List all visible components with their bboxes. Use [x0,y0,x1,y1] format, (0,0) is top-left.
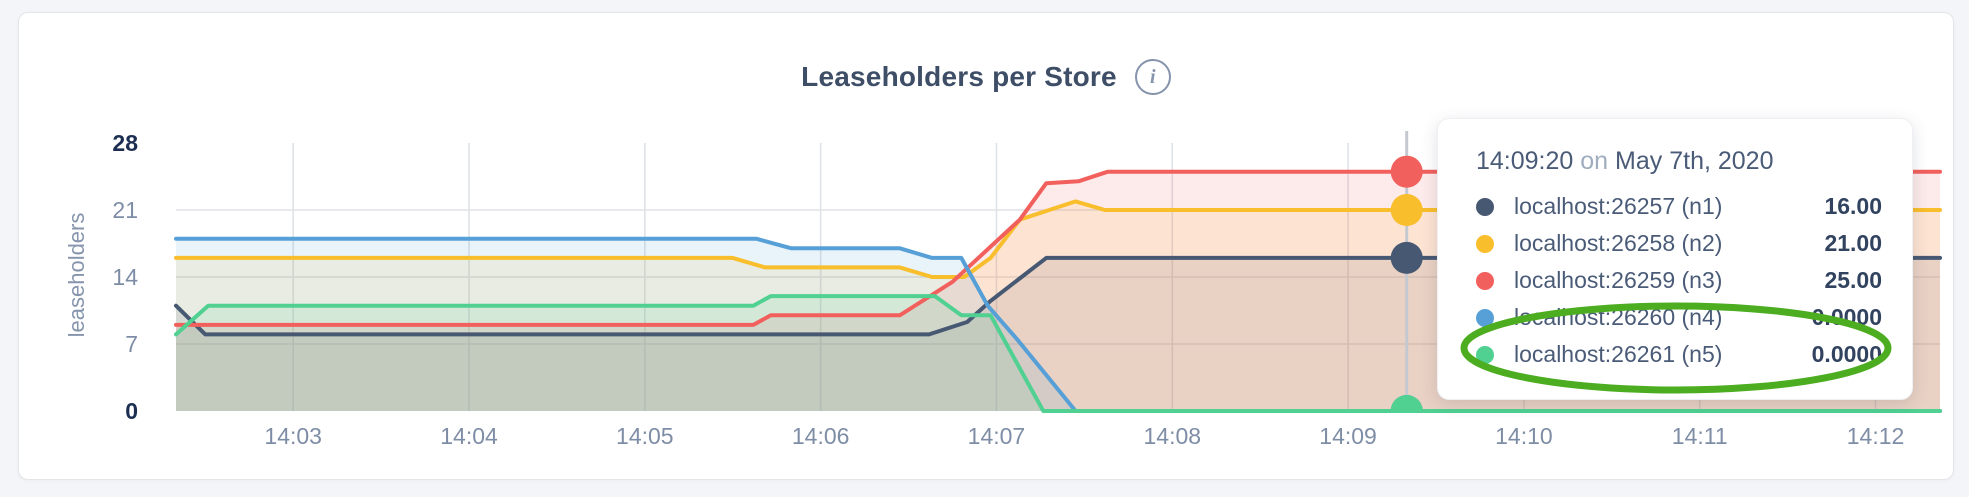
series-name: localhost:26257 (n1) [1514,193,1723,219]
series-line-n4 [174,236,1942,413]
series-color-dot [1476,234,1494,253]
page-title: Leaseholders per Store [801,61,1117,92]
x-tick-label: 14:10 [1495,423,1553,449]
series-color-dot [1476,271,1494,290]
tooltip-row: localhost:26257 (n1) 16.00 [1476,188,1882,225]
series-value: 25.00 [1824,267,1882,293]
series-value: 21.00 [1824,230,1882,256]
tooltip-row: localhost:26259 (n3) 25.00 [1476,262,1882,299]
series-line-n1 [174,255,1942,337]
series-line-n5 [174,294,1942,413]
series-value: 16.00 [1824,193,1882,219]
series-line-n2 [174,199,1942,279]
hover-dots [1390,155,1423,413]
series-line-n3 [174,169,1942,327]
hover-dot-n2 [1390,194,1423,226]
tooltip-preposition: on [1580,147,1609,175]
x-tick-label: 14:12 [1847,423,1905,449]
y-tick-label: 28 [112,130,138,156]
y-tick-label: 21 [112,197,138,223]
series-name: localhost:26261 (n5) [1514,341,1723,367]
tooltip-row: localhost:26260 (n4) 0.0000 [1476,299,1882,336]
x-tick-label: 14:03 [264,423,322,449]
series-name: localhost:26259 (n3) [1514,267,1723,293]
series-name: localhost:26260 (n4) [1514,304,1723,330]
series-color-dot [1476,197,1494,216]
x-tick-label: 14:07 [968,423,1026,449]
series-name: localhost:26258 (n2) [1514,230,1723,256]
info-icon[interactable]: i [1134,59,1171,95]
tooltip-row: localhost:26261 (n5) 0.0000 [1476,336,1882,373]
y-tick-label: 14 [112,264,138,290]
x-tick-label: 14:11 [1672,423,1728,449]
x-tick-label: 14:05 [616,423,674,449]
chart-header: Leaseholders per Store i [19,59,1953,95]
tooltip-row: localhost:26258 (n2) 21.00 [1476,225,1882,262]
series-color-dot [1476,308,1494,327]
hover-tooltip: 14:09:20 on May 7th, 2020 localhost:2625… [1437,118,1913,400]
y-tick-label: 0 [125,398,138,424]
tooltip-time: 14:09:20 [1476,147,1574,175]
x-tick-label: 14:06 [792,423,850,449]
series-value: 0.0000 [1811,304,1882,330]
tooltip-rows: localhost:26257 (n1) 16.00 localhost:26258… [1476,188,1882,373]
x-tick-label: 14:08 [1143,423,1201,449]
hover-dot-n5 [1390,395,1423,413]
tooltip-date: May 7th, 2020 [1615,147,1774,175]
hover-dot-n1 [1390,241,1423,274]
tooltip-timestamp: 14:09:20 on May 7th, 2020 [1476,147,1882,176]
y-tick-label: 7 [125,331,138,357]
series-color-dot [1476,345,1494,364]
series-value: 0.0000 [1811,341,1882,367]
series-area-n4 [176,238,1940,411]
hover-dot-n3 [1390,155,1423,188]
x-tick-label: 14:09 [1319,423,1377,449]
x-tick-label: 14:04 [440,423,498,449]
